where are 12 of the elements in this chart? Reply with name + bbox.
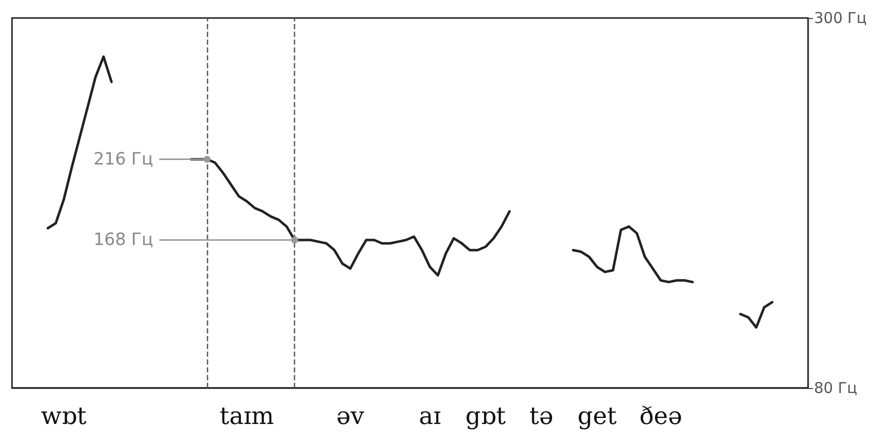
- x-tick-label: get: [577, 402, 618, 430]
- y-tick-label: 80 Гц: [814, 379, 858, 397]
- x-tick-label: taɪm: [220, 402, 274, 430]
- x-tick-label: əv: [336, 402, 365, 430]
- x-tick-label: aɪ: [418, 402, 442, 430]
- x-tick-label: tə: [529, 402, 554, 430]
- data-label: 216 Гц: [93, 149, 154, 170]
- x-tick-label: gɒt: [465, 402, 506, 430]
- data-label: 168 Гц: [93, 230, 154, 250]
- y-tick-label: 300 Гц: [814, 9, 867, 27]
- x-tick-label: ðeə: [639, 402, 682, 430]
- x-tick-label: wɒt: [40, 402, 87, 430]
